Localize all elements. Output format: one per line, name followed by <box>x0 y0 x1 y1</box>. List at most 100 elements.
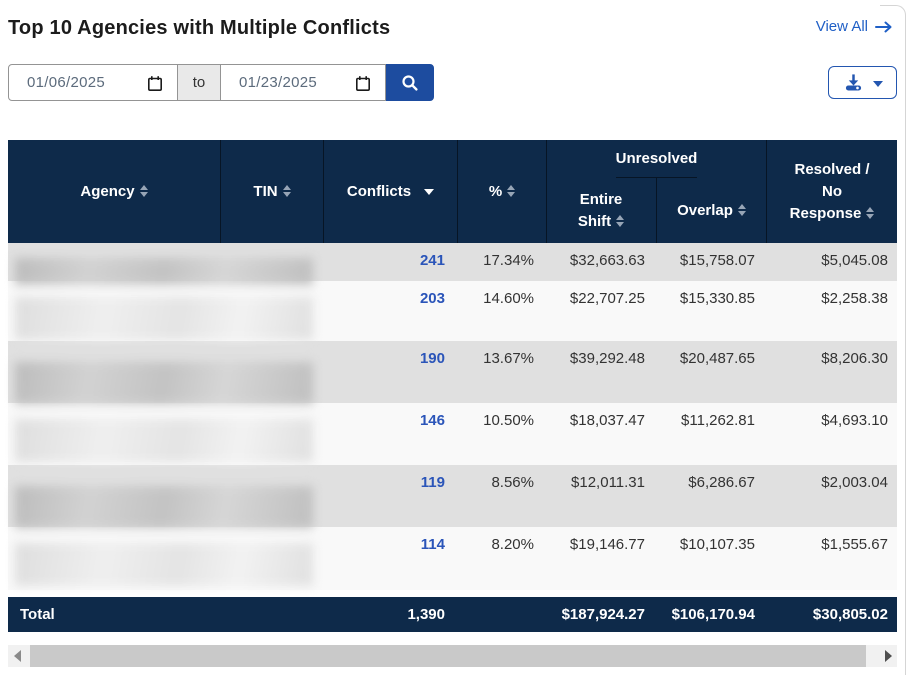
column-header-conflicts[interactable]: Conflicts <box>324 140 458 243</box>
percent-cell: 8.20% <box>491 536 534 553</box>
table-row: 190 13.67% $39,292.48 $20,487.65 $8,206.… <box>8 341 897 404</box>
sort-updown-icon <box>616 214 625 227</box>
agency-tin-cell <box>8 341 324 404</box>
agency-tin-cell <box>8 403 324 462</box>
download-icon <box>845 74 862 91</box>
resolved-cell: $5,045.08 <box>821 252 888 269</box>
column-label: Agency <box>80 182 135 200</box>
resolved-cell: $1,555.67 <box>821 536 888 553</box>
total-resolved: $30,805.02 <box>812 606 888 623</box>
overlap-cell: $20,487.65 <box>679 350 755 367</box>
column-header-overlap[interactable]: Overlap <box>657 178 767 243</box>
sort-updown-icon <box>507 184 516 197</box>
percent-cell: 13.67% <box>483 350 534 367</box>
table-row: 146 10.50% $18,037.47 $11,262.81 $4,693.… <box>8 403 897 465</box>
conflicts-cell: 203 <box>324 281 458 307</box>
table-header: Agency TIN Conflicts % Unresolved Entire… <box>8 140 897 243</box>
redacted-agency-name <box>15 543 313 586</box>
card-top-right-corner <box>880 5 906 31</box>
entire-shift-cell: $22,707.25 <box>569 290 645 307</box>
group-header-unresolved: Unresolved <box>615 140 698 178</box>
agency-tin-cell <box>8 243 324 285</box>
column-label: Entire Shift <box>577 190 623 230</box>
conflicts-cell: 119 <box>324 465 458 491</box>
column-header-entire-shift[interactable]: Entire Shift <box>547 178 657 243</box>
entire-shift-cell: $12,011.31 <box>571 474 645 491</box>
download-button[interactable] <box>828 66 897 99</box>
column-label: Conflicts <box>346 182 412 200</box>
table-row: 114 8.20% $19,146.77 $10,107.35 $1,555.6… <box>8 527 897 590</box>
page-title: Top 10 Agencies with Multiple Conflicts <box>8 17 391 39</box>
table-row: 119 8.56% $12,011.31 $6,286.67 $2,003.04 <box>8 465 897 528</box>
search-button[interactable] <box>385 64 434 101</box>
sort-updown-icon <box>737 203 746 216</box>
view-all-link[interactable]: View All <box>816 18 893 35</box>
horizontal-scrollbar[interactable] <box>8 645 897 667</box>
date-range-filter: 01/06/2025 to 01/23/2025 <box>8 64 434 101</box>
entire-shift-cell: $18,037.47 <box>569 412 645 429</box>
overlap-cell: $6,286.67 <box>688 474 755 491</box>
sort-updown-icon <box>282 184 291 197</box>
calendar-icon[interactable] <box>147 75 163 92</box>
table-body: 241 17.34% $32,663.63 $15,758.07 $5,045.… <box>8 243 897 590</box>
column-header-tin[interactable]: TIN <box>221 140 324 243</box>
calendar-icon[interactable] <box>355 75 371 92</box>
conflicts-cell: 114 <box>324 527 458 553</box>
conflicts-link[interactable]: 119 <box>420 474 445 491</box>
column-header-agency[interactable]: Agency <box>8 140 221 243</box>
redacted-agency-name <box>15 258 313 285</box>
entire-shift-cell: $39,292.48 <box>569 350 645 367</box>
scroll-left-button[interactable] <box>8 645 26 667</box>
percent-cell: 8.56% <box>491 474 534 491</box>
scroll-right-button[interactable] <box>879 645 897 667</box>
table-row: 241 17.34% $32,663.63 $15,758.07 $5,045.… <box>8 243 897 285</box>
overlap-cell: $11,262.81 <box>681 412 755 429</box>
conflicts-cell: 241 <box>324 243 458 269</box>
total-entire-shift: $187,924.27 <box>561 606 645 623</box>
card-right-border <box>905 28 906 675</box>
conflicts-link[interactable]: 146 <box>419 412 445 429</box>
overlap-cell: $15,758.07 <box>679 252 755 269</box>
agency-tin-cell <box>8 465 324 528</box>
column-group-unresolved: Unresolved Entire Shift Overlap <box>547 140 767 243</box>
percent-cell: 10.50% <box>483 412 534 429</box>
resolved-cell: $8,206.30 <box>821 350 888 367</box>
column-header-percent[interactable]: % <box>458 140 547 243</box>
column-label: TIN <box>253 182 278 200</box>
agency-tin-cell <box>8 281 324 340</box>
redacted-agency-name <box>15 297 313 340</box>
triangle-left-icon <box>13 650 21 662</box>
redacted-agency-name <box>15 486 313 528</box>
caret-down-icon <box>873 80 883 87</box>
column-label: Overlap <box>677 201 733 219</box>
redacted-agency-name <box>15 419 313 462</box>
group-subheaders: Entire Shift Overlap <box>547 178 767 243</box>
conflicts-link[interactable]: 190 <box>419 350 445 367</box>
sort-desc-icon <box>424 188 435 195</box>
total-conflicts: 1,390 <box>407 606 445 623</box>
scrollbar-thumb[interactable] <box>30 645 866 667</box>
search-icon <box>401 74 418 91</box>
entire-shift-cell: $32,663.63 <box>569 252 645 269</box>
date-to-input[interactable]: 01/23/2025 <box>220 64 386 101</box>
agency-tin-cell <box>8 527 324 586</box>
date-to-value: 01/23/2025 <box>239 74 318 91</box>
conflicts-link[interactable]: 241 <box>419 252 445 269</box>
date-from-value: 01/06/2025 <box>27 74 106 91</box>
conflicts-link[interactable]: 203 <box>419 290 445 307</box>
percent-cell: 17.34% <box>483 252 534 269</box>
entire-shift-cell: $19,146.77 <box>569 536 645 553</box>
resolved-cell: $4,693.10 <box>821 412 888 429</box>
resolved-cell: $2,258.38 <box>821 290 888 307</box>
date-range-to-label: to <box>177 64 221 101</box>
spacer <box>8 590 897 597</box>
conflicts-link[interactable]: 114 <box>420 536 445 553</box>
total-overlap: $106,170.94 <box>671 606 755 623</box>
overlap-cell: $15,330.85 <box>679 290 755 307</box>
view-all-label: View All <box>815 18 868 35</box>
date-from-input[interactable]: 01/06/2025 <box>8 64 178 101</box>
column-header-resolved[interactable]: Resolved / No Response <box>767 140 897 243</box>
redacted-agency-name <box>15 362 313 404</box>
percent-cell: 14.60% <box>483 290 534 307</box>
